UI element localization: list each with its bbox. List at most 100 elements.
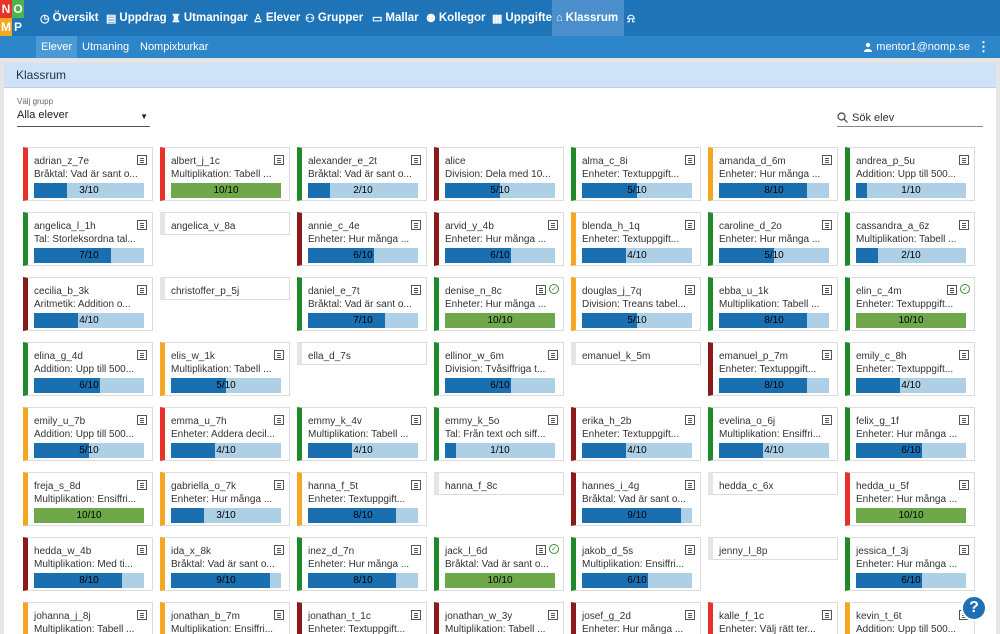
- student-card[interactable]: alice Division: Dela med 10... 5/10: [434, 147, 564, 201]
- student-card[interactable]: emanuel_k_5m: [571, 342, 701, 365]
- subnav-utmaning[interactable]: Utmaning: [82, 41, 130, 53]
- notebook-icon[interactable]: [274, 610, 284, 620]
- student-card[interactable]: kalle_f_1c Enheter: Välj rätt ter...: [708, 602, 838, 634]
- student-card[interactable]: jakob_d_5s Multiplikation: Ensiffri... 6/1…: [571, 537, 701, 591]
- notebook-icon[interactable]: [137, 220, 147, 230]
- notebook-icon[interactable]: [411, 220, 421, 230]
- nav-item-elever[interactable]: ♙ Elever: [253, 0, 300, 36]
- notebook-icon[interactable]: [411, 545, 421, 555]
- group-select[interactable]: Alla elever ▼: [17, 109, 150, 127]
- notebook-icon[interactable]: [411, 285, 421, 295]
- notebook-icon[interactable]: [137, 480, 147, 490]
- notebook-icon[interactable]: [822, 155, 832, 165]
- notebook-icon[interactable]: [959, 480, 969, 490]
- notebook-icon[interactable]: [822, 220, 832, 230]
- student-card[interactable]: emmy_k_4v Multiplikation: Tabell ... 4/10: [297, 407, 427, 461]
- notebook-icon[interactable]: [685, 610, 695, 620]
- student-card[interactable]: cecilia_b_3k Aritmetik: Addition o... 4/10: [23, 277, 153, 331]
- student-card[interactable]: kevin_t_6t Addition: Upp till 500...: [845, 602, 975, 634]
- student-card[interactable]: hedda_u_5f Enheter: Hur många ... 10/10: [845, 472, 975, 526]
- student-card[interactable]: elis_w_1k Multiplikation: Tabell ... 5/10: [160, 342, 290, 396]
- student-card[interactable]: caroline_d_2o Enheter: Hur många ... 5/10: [708, 212, 838, 266]
- student-card[interactable]: alma_c_8i Enheter: Textuppgift... 5/10: [571, 147, 701, 201]
- notebook-icon[interactable]: [411, 610, 421, 620]
- notebook-icon[interactable]: [274, 545, 284, 555]
- subnav-nompixburkar[interactable]: Nompixburkar: [140, 41, 209, 53]
- search-student-input[interactable]: Sök elev: [837, 109, 983, 127]
- notebook-icon[interactable]: [548, 220, 558, 230]
- student-card[interactable]: denise_n_8c ✓ Enheter: Hur många ... 10/10: [434, 277, 564, 331]
- notebook-icon[interactable]: [137, 545, 147, 555]
- student-card[interactable]: jessica_f_3j Enheter: Hur många ... 6/10: [845, 537, 975, 591]
- student-card[interactable]: hanna_f_8c: [434, 472, 564, 495]
- notebook-icon[interactable]: [685, 545, 695, 555]
- notebook-icon[interactable]: [137, 285, 147, 295]
- notebook-icon[interactable]: [548, 610, 558, 620]
- student-card[interactable]: amanda_d_6m Enheter: Hur många ... 8/10: [708, 147, 838, 201]
- student-card[interactable]: annie_c_4e Enheter: Hur många ... 6/10: [297, 212, 427, 266]
- user-menu[interactable]: mentor1@nomp.se: [863, 36, 970, 58]
- student-card[interactable]: emanuel_p_7m Enheter: Textuppgift... 8/10: [708, 342, 838, 396]
- nav-item-mallar[interactable]: ▭ Mallar: [372, 0, 419, 36]
- notebook-icon[interactable]: [947, 285, 957, 295]
- nav-item-uppgifter[interactable]: ▦ Uppgifter: [492, 0, 557, 36]
- nav-item-klassrum[interactable]: ⌂ Klassrum: [552, 0, 624, 36]
- student-card[interactable]: ida_x_8k Bråktal: Vad är sant o... 9/10: [160, 537, 290, 591]
- notebook-icon[interactable]: [959, 415, 969, 425]
- student-card[interactable]: douglas_j_7q Division: Treans tabel... 5/1…: [571, 277, 701, 331]
- student-card[interactable]: emma_u_7h Enheter: Addera decil... 4/10: [160, 407, 290, 461]
- student-card[interactable]: gabriella_o_7k Enheter: Hur många ... 3/10: [160, 472, 290, 526]
- student-card[interactable]: albert_j_1c Multiplikation: Tabell ... 10/…: [160, 147, 290, 201]
- student-card[interactable]: jenny_l_8p: [708, 537, 838, 560]
- student-card[interactable]: felix_g_1f Enheter: Hur många ... 6/10: [845, 407, 975, 461]
- student-card[interactable]: hanna_f_5t Enheter: Textuppgift... 8/10: [297, 472, 427, 526]
- student-card[interactable]: andrea_p_5u Addition: Upp till 500... 1/10: [845, 147, 975, 201]
- nav-item-notifications[interactable]: ⍾: [627, 0, 638, 36]
- notebook-icon[interactable]: [536, 545, 546, 555]
- student-card[interactable]: alexander_e_2t Bråktal: Vad är sant o... 2…: [297, 147, 427, 201]
- notebook-icon[interactable]: [959, 220, 969, 230]
- nav-item-utmaningar[interactable]: ♜ Utmaningar: [171, 0, 248, 36]
- notebook-icon[interactable]: [685, 220, 695, 230]
- nav-item-översikt[interactable]: ◷ Översikt: [40, 0, 99, 36]
- more-options-icon[interactable]: ⋮: [977, 39, 990, 54]
- student-card[interactable]: erika_h_2b Enheter: Textuppgift... 4/10: [571, 407, 701, 461]
- student-card[interactable]: arvid_y_4b Enheter: Hur många ... 6/10: [434, 212, 564, 266]
- notebook-icon[interactable]: [959, 155, 969, 165]
- student-card[interactable]: jonathan_t_1c Enheter: Textuppgift...: [297, 602, 427, 634]
- student-card[interactable]: adrian_z_7e Bråktal: Vad är sant o... 3/10: [23, 147, 153, 201]
- notebook-icon[interactable]: [274, 350, 284, 360]
- student-card[interactable]: christoffer_p_5j: [160, 277, 290, 300]
- student-card[interactable]: angelica_l_1h Tal: Storleksordna tal... 7/…: [23, 212, 153, 266]
- notebook-icon[interactable]: [548, 350, 558, 360]
- notebook-icon[interactable]: [822, 350, 832, 360]
- student-card[interactable]: jonathan_b_7m Multiplikation: Ensiffri...: [160, 602, 290, 634]
- notebook-icon[interactable]: [822, 415, 832, 425]
- notebook-icon[interactable]: [137, 610, 147, 620]
- notebook-icon[interactable]: [274, 415, 284, 425]
- student-card[interactable]: jonathan_w_3y Multiplikation: Tabell ...: [434, 602, 564, 634]
- student-card[interactable]: elin_c_4m ✓ Enheter: Textuppgift... 10/10: [845, 277, 975, 331]
- student-card[interactable]: hedda_c_6x: [708, 472, 838, 495]
- notebook-icon[interactable]: [274, 155, 284, 165]
- notebook-icon[interactable]: [685, 285, 695, 295]
- notebook-icon[interactable]: [822, 285, 832, 295]
- nav-item-uppdrag[interactable]: ▤ Uppdrag: [106, 0, 167, 36]
- student-card[interactable]: angelica_v_8a: [160, 212, 290, 235]
- student-card[interactable]: josef_g_2d Enheter: Hur många ...: [571, 602, 701, 634]
- student-card[interactable]: freja_s_8d Multiplikation: Ensiffri... 10/…: [23, 472, 153, 526]
- student-card[interactable]: emily_c_8h Enheter: Textuppgift... 4/10: [845, 342, 975, 396]
- student-card[interactable]: emily_u_7b Addition: Upp till 500... 5/10: [23, 407, 153, 461]
- notebook-icon[interactable]: [411, 155, 421, 165]
- help-icon[interactable]: ?: [961, 595, 987, 621]
- student-card[interactable]: elina_g_4d Addition: Upp till 500... 6/10: [23, 342, 153, 396]
- subnav-elever[interactable]: Elever: [36, 36, 77, 58]
- notebook-icon[interactable]: [685, 155, 695, 165]
- notebook-icon[interactable]: [685, 480, 695, 490]
- student-card[interactable]: daniel_e_7t Bråktal: Vad är sant o... 7/10: [297, 277, 427, 331]
- notebook-icon[interactable]: [274, 480, 284, 490]
- notebook-icon[interactable]: [411, 415, 421, 425]
- notebook-icon[interactable]: [137, 155, 147, 165]
- notebook-icon[interactable]: [685, 415, 695, 425]
- student-card[interactable]: cassandra_a_6z Multiplikation: Tabell ...…: [845, 212, 975, 266]
